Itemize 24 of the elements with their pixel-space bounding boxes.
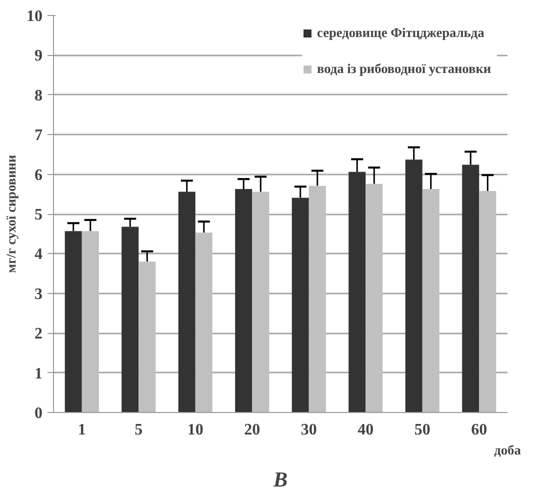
x-axis-title: доба [494, 442, 522, 458]
x-tick-label: 5 [134, 422, 143, 438]
text: В [272, 468, 288, 492]
x-tick-label: 50 [414, 422, 430, 438]
y-tick-label: 2 [34, 326, 42, 343]
x-tick-label: 60 [471, 422, 488, 438]
legend-label: середовище Фітцджеральда [317, 25, 486, 41]
y-tick-label: 10 [26, 8, 42, 25]
x-tick-label: 1 [78, 422, 86, 438]
y-axis-title: мг/г сухої сировини [4, 154, 18, 274]
y-tick-label: 4 [34, 246, 42, 264]
y-tick-label: 5 [34, 206, 42, 224]
y-tick-label: 1 [34, 365, 42, 382]
legend-label: вода із рибоводної установки [317, 61, 492, 77]
x-tick-label: 40 [358, 422, 374, 438]
x-tick-label: 10 [187, 422, 204, 438]
y-tick-label: 0 [34, 405, 42, 422]
y-tick-label: 9 [34, 48, 42, 65]
y-tick-label: 3 [34, 286, 42, 303]
y-tick-label: 6 [34, 166, 42, 184]
x-tick-label: 30 [300, 422, 317, 438]
y-tick-label: 7 [34, 127, 42, 144]
y-tick-label: 8 [34, 87, 42, 104]
x-tick-label: 20 [244, 422, 260, 438]
